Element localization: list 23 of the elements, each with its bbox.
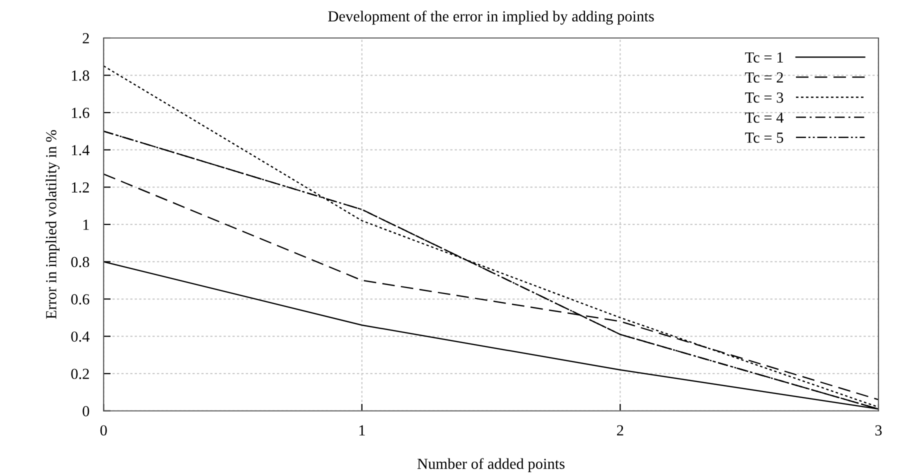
x-tick-label: 3 bbox=[875, 425, 882, 436]
x-tick-label: 0 bbox=[100, 425, 107, 436]
y-tick-label: 1.6 bbox=[72, 108, 90, 118]
y-tick-label: 0.2 bbox=[71, 368, 89, 380]
y-tick-label: 0 bbox=[82, 406, 90, 416]
legend-label: Tc = 2 bbox=[745, 72, 783, 83]
legend-label: Tc = 4 bbox=[745, 112, 784, 123]
chart-title: Development of the error in implied by adding points bbox=[328, 10, 654, 25]
x-tick-label: 1 bbox=[359, 425, 365, 436]
y-tick-label: 1.8 bbox=[72, 70, 90, 81]
y-tick-label: 0.6 bbox=[71, 294, 90, 305]
y-tick-label: 1.2 bbox=[72, 182, 89, 193]
y-tick-label: 2 bbox=[82, 33, 89, 44]
y-axis-title: Error in implied volatility in % bbox=[46, 130, 60, 319]
x-tick-label: 2 bbox=[617, 425, 624, 436]
x-axis-title: Number of added points bbox=[417, 458, 565, 472]
y-tick-label: 1 bbox=[83, 220, 89, 230]
legend-label: Tc = 1 bbox=[745, 52, 783, 63]
legend-label: Tc = 5 bbox=[745, 132, 784, 143]
y-tick-label: 0.8 bbox=[71, 256, 90, 268]
y-tick-label: 1.4 bbox=[72, 145, 90, 156]
legend-label: Tc = 3 bbox=[745, 92, 784, 103]
y-tick-label: 0.4 bbox=[71, 331, 90, 342]
